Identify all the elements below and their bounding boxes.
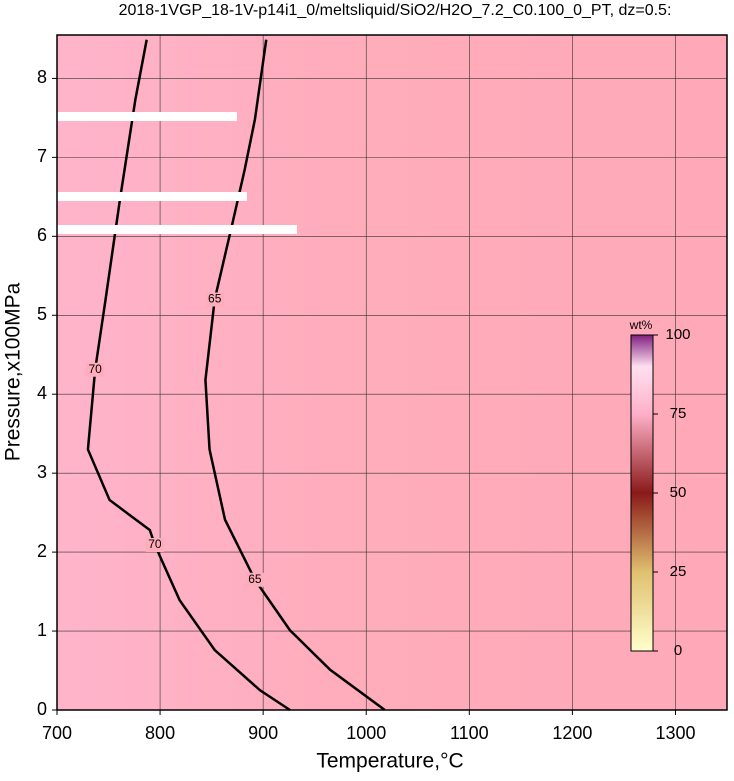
x-tick-label: 900 — [248, 723, 278, 743]
y-tick-label: 1 — [37, 620, 47, 640]
y-axis-label: Pressure,x100MPa — [2, 282, 25, 461]
contour-label: 70 — [88, 362, 102, 376]
colorbar-tick-label: 25 — [670, 563, 687, 580]
plot-frame — [56, 34, 728, 711]
x-tick-label: 1100 — [450, 723, 489, 743]
y-tick-label: 5 — [37, 304, 47, 324]
data-gap — [57, 225, 297, 234]
colorbar-tick-label: 50 — [670, 484, 687, 501]
y-tick-label: 0 — [37, 699, 47, 719]
x-tick-label: 1300 — [655, 723, 695, 743]
y-tick-label: 6 — [37, 225, 47, 245]
x-tick-label: 1200 — [552, 723, 592, 743]
contour-label-bg — [205, 292, 224, 307]
x-tick-label: 700 — [42, 723, 72, 743]
colorbar — [630, 334, 654, 652]
contour-label-bg — [145, 538, 164, 552]
y-tick-label: 2 — [37, 541, 47, 561]
data-gap — [57, 192, 247, 201]
contour-label: 65 — [248, 572, 262, 586]
y-tick-label: 7 — [37, 146, 47, 166]
contour-line — [204, 39, 386, 712]
x-axis-label: Temperature,°C — [316, 750, 463, 773]
chart-title: 2018-1VGP_18-1V-p14i1_0/meltsliquid/SiO2… — [119, 2, 672, 19]
x-tick-label: 1000 — [346, 723, 386, 743]
y-tick-label: 3 — [37, 462, 47, 482]
colorbar-tick-label: 75 — [670, 405, 687, 422]
y-tick-label: 8 — [37, 67, 47, 87]
contour-label-bg — [86, 362, 105, 377]
data-gap — [57, 112, 237, 121]
x-tick-label: 800 — [145, 723, 175, 743]
plot-area — [57, 35, 727, 710]
contour-label: 65 — [208, 292, 222, 306]
colorbar-label: wt% — [629, 318, 653, 332]
y-tick-label: 4 — [37, 383, 47, 403]
colorbar-tick-label: 0 — [674, 642, 682, 659]
colorbar-tick-label: 100 — [665, 326, 690, 343]
contour-label: 70 — [148, 537, 162, 551]
contour-label-bg — [245, 572, 264, 587]
